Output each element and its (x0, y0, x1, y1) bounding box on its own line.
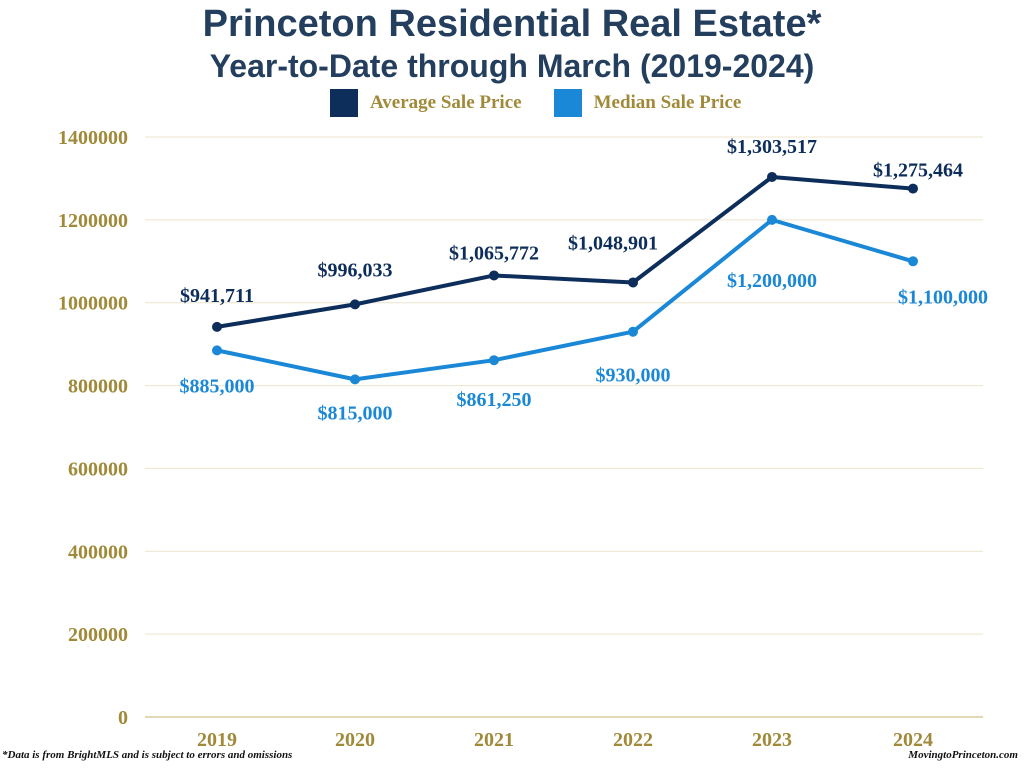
x-tick-label: 2020 (335, 729, 375, 751)
data-source-footnote: *Data is from BrightMLS and is subject t… (2, 749, 293, 761)
average-price-data-label: $1,048,901 (568, 232, 658, 254)
median-price-data-label: $1,200,000 (727, 270, 817, 292)
x-tick-label: 2024 (893, 729, 933, 751)
average-price-point (212, 321, 222, 332)
median-price-point (628, 326, 638, 337)
median-price-data-label: $885,000 (180, 375, 255, 397)
y-tick-label: 1000000 (58, 293, 128, 315)
legend-label-average: Average Sale Price (370, 92, 522, 113)
average-price-point (489, 270, 499, 281)
website-credit: MovingtoPrinceton.com (908, 749, 1018, 761)
x-tick-label: 2023 (752, 729, 792, 751)
x-tick-label: 2021 (474, 729, 514, 751)
median-price-point (350, 374, 360, 385)
median-price-point (767, 214, 777, 225)
median-price-data-label: $815,000 (318, 402, 393, 424)
y-tick-label: 0 (118, 707, 128, 729)
average-price-data-label: $1,303,517 (727, 136, 817, 158)
median-price-data-label: $861,250 (457, 389, 532, 411)
legend-item-average: Average Sale Price (330, 89, 522, 117)
legend-item-median: Median Sale Price (553, 89, 742, 117)
x-tick-label: 2019 (197, 729, 237, 751)
median-price-data-label: $930,000 (596, 365, 671, 387)
average-price-point (908, 183, 918, 194)
average-price-point (767, 171, 777, 182)
legend-swatch-average (330, 89, 358, 117)
average-price-data-label: $996,033 (318, 259, 393, 281)
y-tick-label: 1200000 (58, 210, 128, 232)
average-price-point (628, 277, 638, 288)
x-tick-label: 2022 (613, 729, 653, 751)
median-price-point (212, 345, 222, 356)
y-tick-label: 400000 (68, 541, 128, 563)
chart-title: Princeton Residential Real Estate* (202, 3, 822, 45)
chart-legend: Average Sale Price Median Sale Price (330, 88, 773, 118)
y-tick-label: 800000 (68, 376, 128, 398)
average-price-line (216, 174, 914, 329)
average-price-data-label: $1,065,772 (449, 242, 539, 264)
y-tick-label: 1400000 (58, 127, 128, 149)
median-price-point (908, 256, 918, 267)
median-price-point (489, 355, 499, 366)
average-price-point (350, 299, 360, 310)
median-price-line (216, 217, 914, 382)
legend-swatch-median (553, 89, 582, 117)
legend-label-median: Median Sale Price (593, 92, 742, 113)
y-tick-label: 600000 (68, 458, 128, 480)
median-price-data-label: $1,100,000 (898, 286, 988, 308)
y-tick-label: 200000 (68, 624, 128, 646)
average-price-data-label: $941,711 (180, 285, 254, 307)
chart-subtitle: Year-to-Date through March (2019-2024) (209, 48, 815, 84)
average-price-data-label: $1,275,464 (873, 160, 963, 182)
